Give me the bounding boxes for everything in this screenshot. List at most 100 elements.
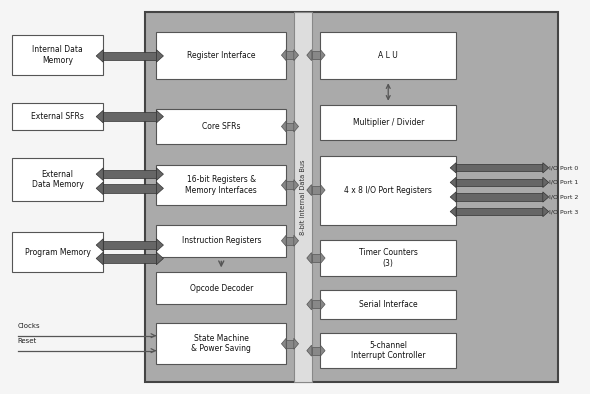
Polygon shape bbox=[320, 50, 325, 61]
Polygon shape bbox=[320, 345, 325, 356]
Polygon shape bbox=[281, 180, 286, 191]
Bar bbox=[456, 164, 543, 171]
Bar bbox=[312, 51, 320, 59]
Polygon shape bbox=[543, 163, 549, 173]
Polygon shape bbox=[450, 177, 456, 188]
Text: I/O Port 0: I/O Port 0 bbox=[549, 165, 578, 170]
Polygon shape bbox=[156, 50, 163, 62]
Bar bbox=[156, 109, 286, 144]
Polygon shape bbox=[450, 206, 456, 217]
Bar bbox=[156, 272, 286, 304]
Polygon shape bbox=[307, 184, 312, 196]
Polygon shape bbox=[294, 338, 299, 349]
Text: External SFRs: External SFRs bbox=[31, 112, 84, 121]
Polygon shape bbox=[281, 235, 286, 246]
Text: Opcode Decoder: Opcode Decoder bbox=[189, 284, 253, 292]
Polygon shape bbox=[307, 253, 312, 264]
Polygon shape bbox=[96, 50, 103, 62]
Polygon shape bbox=[156, 168, 163, 180]
Text: 16-bit Registers &
Memory Interfaces: 16-bit Registers & Memory Interfaces bbox=[185, 175, 257, 195]
Text: 5-channel
Interrupt Controller: 5-channel Interrupt Controller bbox=[351, 341, 425, 361]
Polygon shape bbox=[450, 163, 456, 173]
Text: I/O Port 3: I/O Port 3 bbox=[549, 209, 578, 214]
Text: Core SFRs: Core SFRs bbox=[202, 122, 241, 131]
Bar bbox=[12, 103, 103, 130]
Polygon shape bbox=[307, 299, 312, 310]
Polygon shape bbox=[281, 338, 286, 349]
Text: Multiplier / Divider: Multiplier / Divider bbox=[353, 118, 424, 127]
Bar bbox=[286, 123, 294, 130]
Polygon shape bbox=[294, 235, 299, 246]
Text: External
Data Memory: External Data Memory bbox=[32, 169, 83, 189]
Polygon shape bbox=[281, 121, 286, 132]
Bar bbox=[320, 290, 456, 319]
Bar bbox=[312, 254, 320, 262]
Bar bbox=[456, 193, 543, 201]
Bar bbox=[12, 35, 103, 75]
Bar bbox=[103, 170, 156, 178]
Bar bbox=[103, 52, 156, 60]
Polygon shape bbox=[156, 182, 163, 195]
Text: Program Memory: Program Memory bbox=[25, 248, 90, 256]
Text: State Machine
& Power Saving: State Machine & Power Saving bbox=[191, 334, 251, 353]
Text: Reset: Reset bbox=[18, 338, 37, 344]
Polygon shape bbox=[96, 110, 103, 123]
Polygon shape bbox=[96, 182, 103, 195]
Text: A L U: A L U bbox=[378, 51, 398, 59]
Bar bbox=[286, 237, 294, 245]
Polygon shape bbox=[543, 192, 549, 202]
Polygon shape bbox=[543, 206, 549, 217]
Polygon shape bbox=[96, 252, 103, 265]
Polygon shape bbox=[320, 299, 325, 310]
Polygon shape bbox=[156, 252, 163, 265]
Polygon shape bbox=[96, 168, 103, 180]
Text: Clocks: Clocks bbox=[18, 323, 40, 329]
Polygon shape bbox=[320, 184, 325, 196]
Bar bbox=[320, 32, 456, 79]
Bar bbox=[320, 240, 456, 276]
Text: Register Interface: Register Interface bbox=[187, 51, 255, 59]
Bar bbox=[320, 105, 456, 140]
Polygon shape bbox=[543, 177, 549, 188]
Bar bbox=[312, 347, 320, 355]
Text: 8-bit Internal Data Bus: 8-bit Internal Data Bus bbox=[300, 159, 306, 235]
Bar bbox=[156, 323, 286, 364]
Polygon shape bbox=[156, 110, 163, 123]
Bar bbox=[103, 184, 156, 193]
Bar bbox=[294, 12, 312, 382]
Bar bbox=[312, 301, 320, 308]
Text: Serial Interface: Serial Interface bbox=[359, 300, 418, 309]
Text: Instruction Registers: Instruction Registers bbox=[182, 236, 261, 245]
Bar bbox=[103, 254, 156, 263]
Bar bbox=[320, 333, 456, 368]
Polygon shape bbox=[156, 239, 163, 251]
Bar bbox=[103, 241, 156, 249]
Polygon shape bbox=[307, 50, 312, 61]
Polygon shape bbox=[294, 50, 299, 61]
Text: Internal Data
Memory: Internal Data Memory bbox=[32, 45, 83, 65]
Text: I/O Port 2: I/O Port 2 bbox=[549, 195, 578, 199]
Polygon shape bbox=[307, 345, 312, 356]
Polygon shape bbox=[294, 121, 299, 132]
Bar bbox=[156, 165, 286, 205]
Text: Timer Counters
(3): Timer Counters (3) bbox=[359, 248, 418, 268]
Text: I/O Port 1: I/O Port 1 bbox=[549, 180, 578, 185]
Text: 4 x 8 I/O Port Registers: 4 x 8 I/O Port Registers bbox=[345, 186, 432, 195]
Polygon shape bbox=[294, 180, 299, 191]
Polygon shape bbox=[96, 239, 103, 251]
Bar bbox=[12, 158, 103, 201]
Bar bbox=[12, 232, 103, 272]
Bar bbox=[456, 179, 543, 186]
Bar bbox=[312, 186, 320, 194]
Polygon shape bbox=[281, 50, 286, 61]
Bar bbox=[286, 181, 294, 189]
Polygon shape bbox=[450, 192, 456, 202]
Bar bbox=[156, 32, 286, 79]
Bar bbox=[320, 156, 456, 225]
Bar bbox=[286, 340, 294, 348]
Bar bbox=[286, 51, 294, 59]
Bar bbox=[456, 208, 543, 215]
Bar bbox=[156, 225, 286, 257]
Bar bbox=[103, 112, 156, 121]
Bar bbox=[145, 12, 558, 382]
